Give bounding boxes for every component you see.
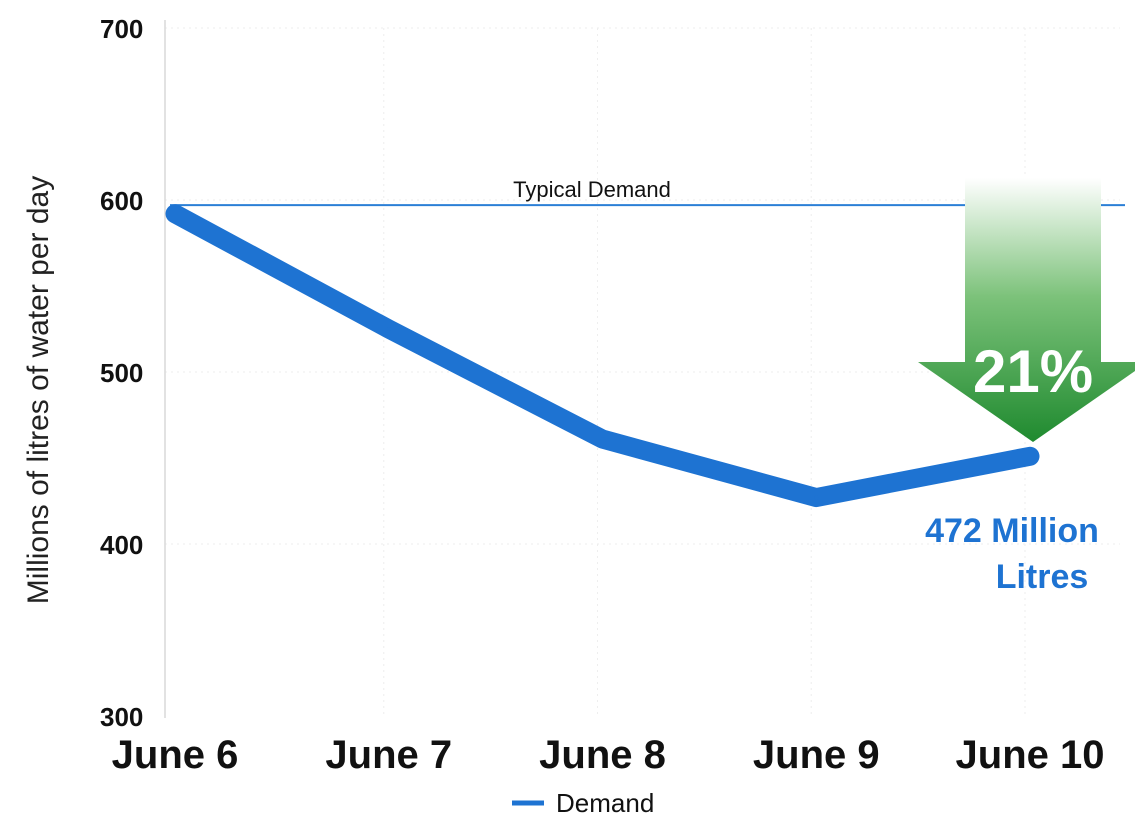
legend-label-demand: Demand [556,788,654,818]
legend: Demand [512,788,654,818]
y-tick-label: 600 [100,186,143,216]
x-tick-label: June 9 [753,733,880,777]
data-point-demand [173,211,177,216]
data-point-demand [1028,454,1032,459]
x-axis-ticks: June 6 June 7 June 8 June 9 June 10 [112,733,1105,777]
data-point-demand [386,327,391,331]
series-line-demand [165,204,1040,508]
y-axis-ticks: 300 400 500 600 700 [100,14,143,732]
end-value-annotation: 472 Million Litres [925,512,1099,596]
end-value-line-2: Litres [996,558,1089,596]
data-point-demand [600,437,605,442]
y-tick-label: 400 [100,530,143,560]
reduction-percent-label: 21% [973,338,1093,405]
y-tick-label: 500 [100,358,143,388]
y-tick-label: 700 [100,14,143,44]
data-point-demand [814,495,819,500]
demand-series [165,204,1040,508]
y-axis-label: Millions of litres of water per day [22,176,55,605]
x-tick-label: June 6 [112,733,239,777]
y-tick-label: 300 [100,702,143,732]
end-value-line-1: 472 Million [925,512,1099,550]
down-arrow-icon [918,178,1135,442]
typical-demand-label: Typical Demand [513,177,671,202]
x-tick-label: June 7 [325,733,452,777]
x-tick-label: June 8 [539,733,666,777]
reduction-arrow: 21% [918,178,1135,442]
x-tick-label: June 10 [956,733,1105,777]
